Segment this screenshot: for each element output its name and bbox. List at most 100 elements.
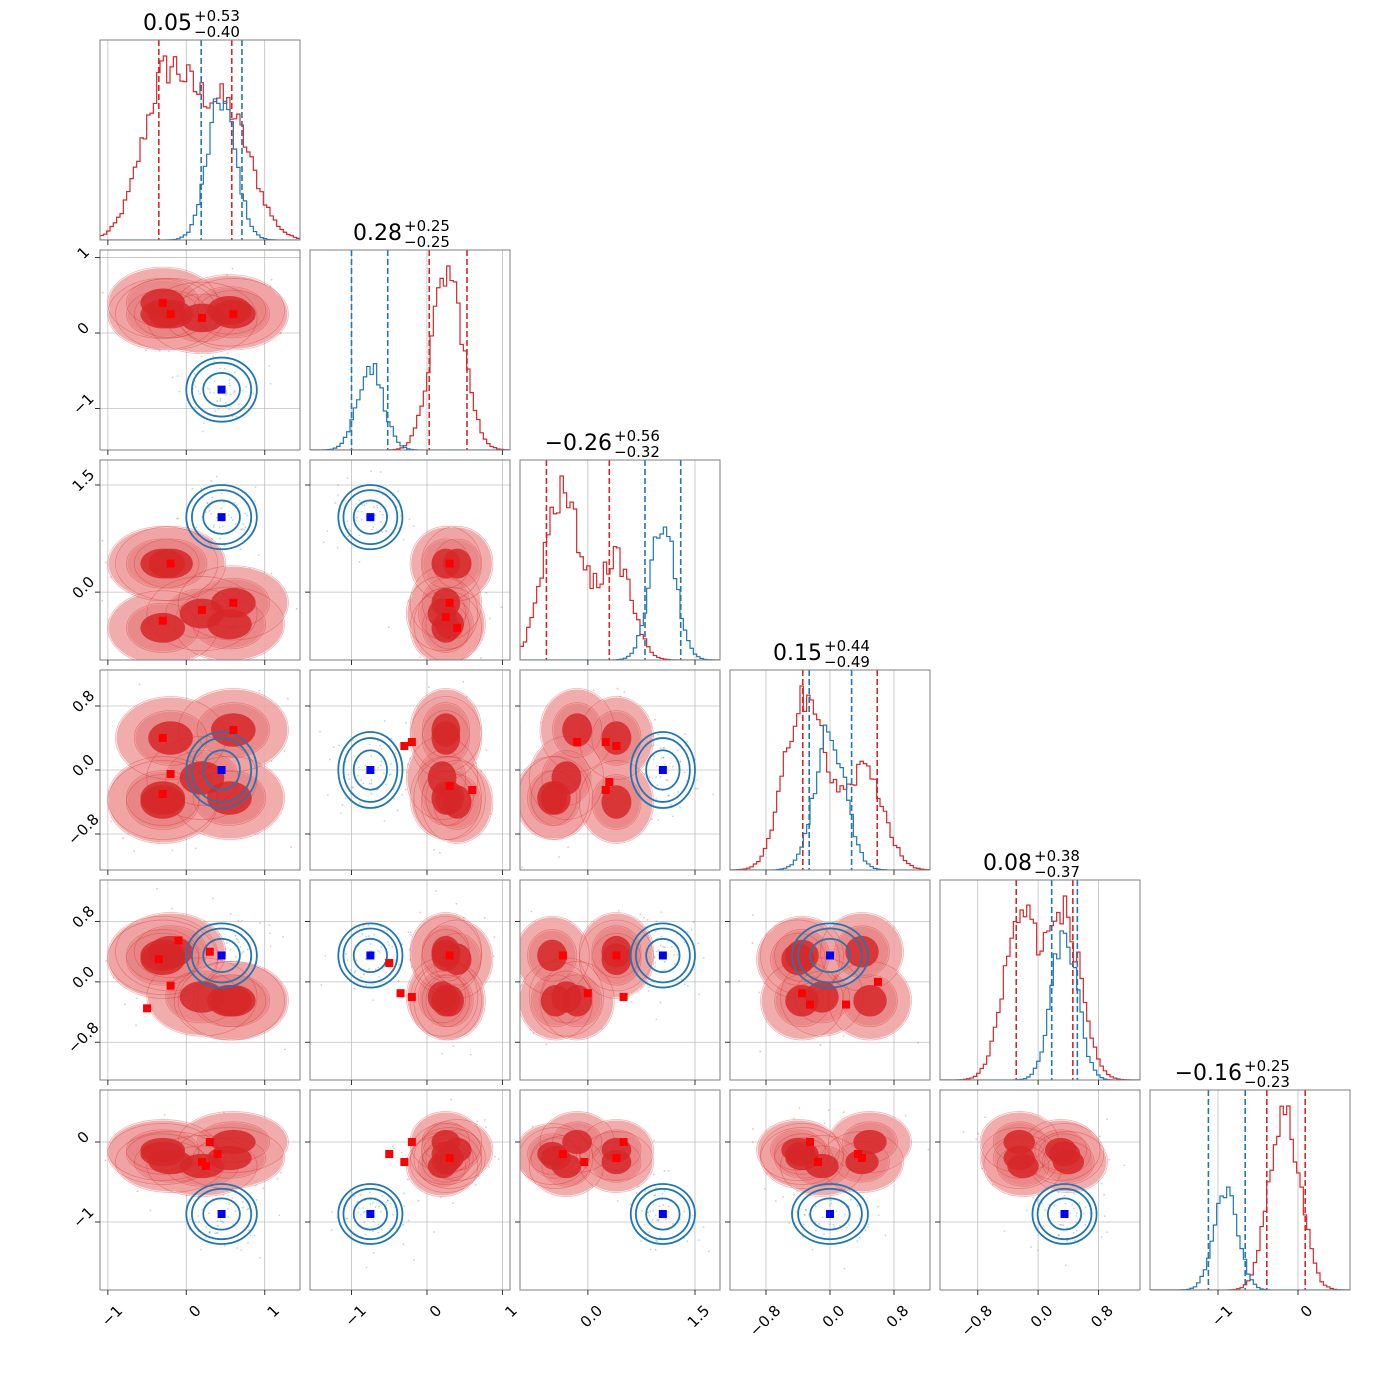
sample-point: [204, 1201, 207, 1203]
sample-point: [639, 913, 642, 916]
sample-point: [655, 950, 658, 953]
sample-point: [592, 689, 595, 692]
sample-point: [410, 931, 412, 934]
red-contour-line: [421, 1121, 470, 1163]
sample-point: [1082, 1212, 1085, 1215]
blue-marker: [217, 951, 226, 960]
sample-point: [356, 516, 359, 519]
sample-point: [234, 523, 237, 525]
sample-point: [319, 730, 321, 733]
red-marker: [407, 738, 416, 746]
sample-point: [345, 953, 347, 955]
sample-point: [191, 487, 194, 490]
red-contour-line: [107, 590, 219, 660]
red-contour-line: [979, 1127, 1059, 1189]
red-contour-line: [774, 1133, 830, 1175]
blue-marker: [826, 1210, 834, 1218]
red-marker: [806, 1000, 814, 1009]
sample-point: [677, 791, 680, 793]
panel-frame: [519, 459, 721, 661]
sample-point: [268, 924, 271, 927]
sample-point: [856, 1240, 859, 1242]
sample-point: [1106, 1231, 1108, 1234]
panel-1-1: 0.28 +0.25−0.25: [309, 217, 511, 455]
red-marker: [601, 738, 610, 746]
sample-point: [358, 534, 361, 537]
sample-point: [659, 776, 662, 778]
sample-point: [199, 392, 201, 395]
red-contour-line: [126, 1133, 200, 1175]
x-tick-label: −1: [342, 1302, 370, 1330]
title-plus: +0.44: [824, 637, 870, 655]
sample-point: [210, 512, 213, 515]
y-tick-label: 0.0: [69, 962, 99, 992]
sample-point: [351, 1191, 354, 1194]
panel-5-0: −1 0 1 −1 0: [69, 1089, 301, 1330]
sample-point: [388, 944, 390, 946]
sample-point: [242, 523, 245, 525]
red-contour-fill: [431, 713, 461, 747]
sample-point: [647, 989, 650, 992]
sample-point: [492, 955, 495, 958]
title-minus: −0.40: [194, 23, 240, 41]
sample-point: [844, 1213, 847, 1216]
x-tick-label: −1: [98, 1302, 126, 1330]
sample-point: [212, 392, 215, 394]
sample-point: [725, 1148, 727, 1150]
panel-5-1: −1 0 1: [305, 1089, 521, 1330]
red-marker: [445, 559, 454, 568]
panel-4-2: [515, 879, 721, 1085]
red-contour-line: [126, 538, 200, 589]
x-tick-label: 0: [1297, 1302, 1316, 1321]
sample-point: [803, 1214, 806, 1216]
sample-point: [337, 484, 339, 486]
sample-point: [255, 1184, 257, 1187]
red-marker: [143, 1004, 152, 1013]
sample-point: [130, 673, 132, 675]
sample-point: [672, 815, 674, 818]
sample-point: [428, 686, 430, 689]
sample-point: [384, 783, 387, 786]
sample-point: [793, 1117, 795, 1120]
sample-point: [354, 519, 357, 522]
sample-point: [380, 946, 383, 948]
red-contour-line: [173, 961, 285, 1041]
sample-point: [646, 1211, 649, 1214]
sample-point: [123, 1003, 126, 1006]
sample-point: [1075, 1229, 1078, 1232]
sample-point: [295, 607, 298, 610]
sample-point: [168, 350, 170, 353]
sample-point: [290, 846, 292, 848]
sample-point: [200, 355, 203, 358]
sample-point: [487, 1165, 490, 1168]
title-value: 0.05: [143, 11, 192, 36]
sample-point: [371, 528, 373, 531]
blue-contour-line: [352, 1197, 388, 1231]
sample-point: [178, 390, 181, 393]
sample-point: [409, 959, 412, 961]
sample-point: [796, 1190, 799, 1192]
red-contour-line: [530, 974, 581, 1028]
sample-point: [233, 391, 235, 393]
sample-point: [664, 1218, 667, 1221]
red-contour-line: [418, 1145, 467, 1187]
sample-point: [236, 959, 239, 962]
panel-frame: [309, 1089, 511, 1291]
sample-point: [218, 933, 221, 936]
sample-point: [663, 1189, 666, 1192]
red-contour-line: [165, 1145, 239, 1187]
sample-point: [357, 1211, 360, 1214]
red-contour-fill: [207, 609, 252, 640]
sample-point: [386, 1199, 389, 1202]
y-tick-label: 0: [74, 1128, 93, 1147]
blue-contour-line: [809, 1197, 851, 1231]
sample-point: [667, 1169, 670, 1172]
sample-point: [649, 1210, 652, 1212]
sample-point: [231, 267, 234, 270]
sample-point: [390, 737, 393, 740]
x-tick-label: 0: [185, 1302, 204, 1321]
panel-frame: [519, 879, 721, 1081]
sample-point: [759, 1050, 762, 1053]
red-marker: [385, 1150, 394, 1158]
red-marker: [407, 1138, 416, 1146]
